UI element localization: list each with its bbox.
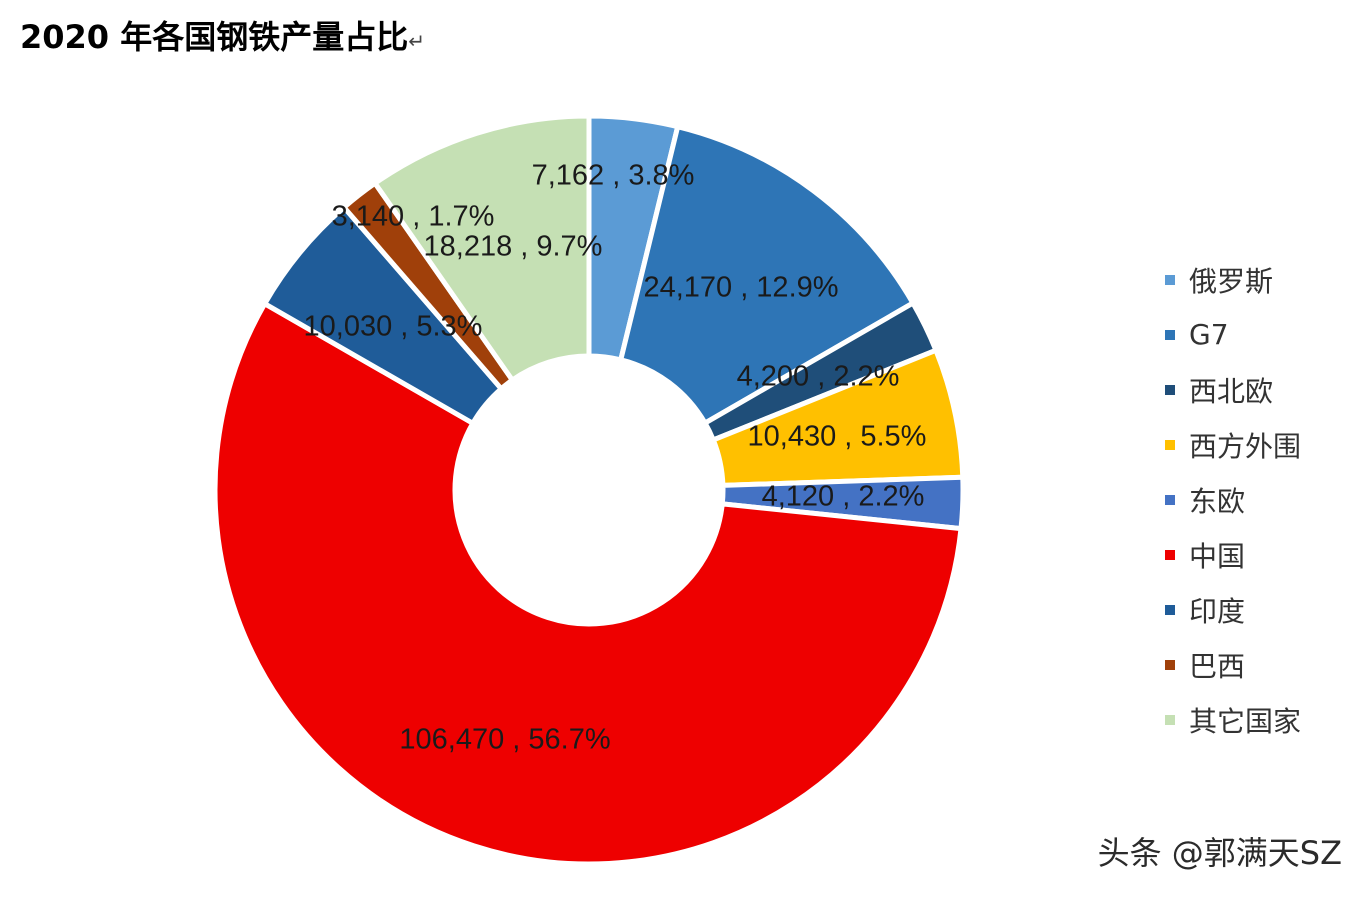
legend-item: 西北欧 — [1165, 362, 1301, 417]
data-label-8: 3,140 , 1.7% — [332, 201, 495, 233]
legend-label: 其它国家 — [1189, 704, 1302, 738]
chart-legend: 俄罗斯 G7 西北欧西方外围东欧中国印度巴西其它国家 — [1165, 252, 1301, 747]
donut-data-labels: 7,162 , 3.8% 24,170 , 12.9% 4,200 , 2.2% 10… — [304, 160, 927, 756]
legend-label: 印度 — [1189, 594, 1246, 628]
data-label-3: 4,200 , 2.2% — [737, 361, 900, 393]
legend-swatch — [1165, 274, 1175, 285]
donut-slices — [212, 113, 966, 867]
legend-label: 俄罗斯 — [1189, 264, 1274, 298]
legend-swatch — [1165, 549, 1175, 560]
legend-label: G7 — [1189, 318, 1229, 351]
data-label-6: 106,470 , 56.7% — [399, 724, 610, 756]
chart-title: 2020 年各国钢铁产量占比↵ — [20, 12, 425, 58]
legend-swatch — [1165, 659, 1175, 670]
legend-label: 西方外围 — [1189, 429, 1302, 463]
data-label-4: 10,430 , 5.5% — [748, 421, 927, 453]
legend-swatch — [1165, 384, 1175, 395]
legend-item: 印度 — [1165, 582, 1301, 637]
legend-item: 俄罗斯 — [1165, 252, 1301, 307]
slice-9 — [371, 113, 592, 384]
data-label-7: 10,030 , 5.3% — [304, 311, 483, 343]
chart-title-text: 2020 年各国钢铁产量占比 — [20, 18, 409, 56]
legend-item: 中国 — [1165, 527, 1301, 582]
legend-item: 东欧 — [1165, 472, 1301, 527]
data-label-1: 7,162 , 3.8% — [532, 160, 695, 192]
legend-item: G7 — [1165, 307, 1301, 362]
return-mark-icon: ↵ — [408, 29, 425, 53]
legend-label: 西北欧 — [1189, 374, 1274, 408]
slice-6 — [212, 300, 964, 867]
slice-2 — [617, 123, 917, 427]
legend-swatch — [1165, 439, 1175, 450]
legend-label: 巴西 — [1189, 649, 1246, 683]
legend-item: 其它国家 — [1165, 692, 1301, 747]
legend-swatch — [1165, 604, 1175, 615]
watermark: 头条 @郭满天SZ — [1097, 834, 1342, 872]
legend-label: 中国 — [1189, 539, 1246, 573]
data-label-2: 24,170 , 12.9% — [643, 272, 838, 304]
data-label-5: 4,120 , 2.2% — [762, 481, 925, 513]
legend-label: 东欧 — [1189, 484, 1246, 518]
data-label-9: 18,218 , 9.7% — [424, 231, 603, 263]
legend-swatch — [1165, 494, 1175, 505]
legend-swatch — [1165, 329, 1175, 340]
legend-item: 西方外围 — [1165, 417, 1301, 472]
legend-swatch — [1165, 714, 1175, 725]
legend-item: 巴西 — [1165, 637, 1301, 692]
